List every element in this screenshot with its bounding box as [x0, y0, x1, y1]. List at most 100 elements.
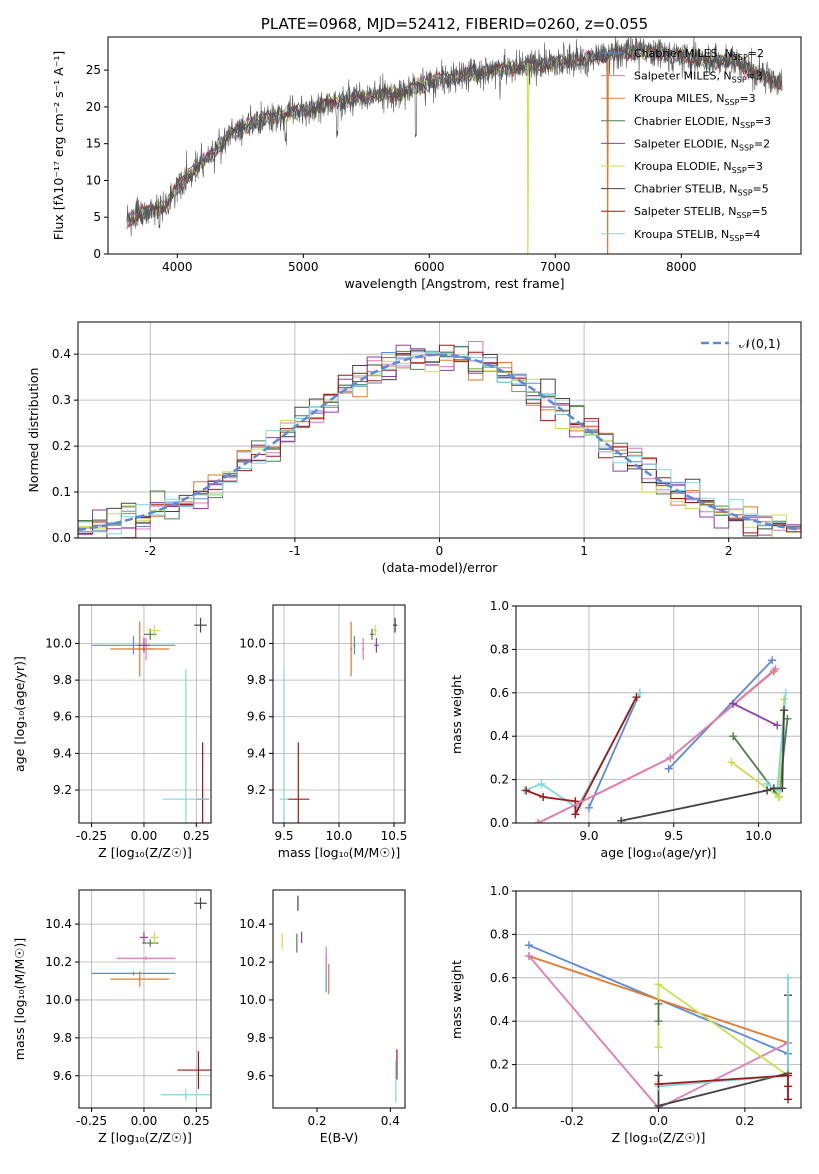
legend-entry: Kroupa ELODIE, NSSP=3	[634, 160, 763, 175]
legend: 𝒩(0,1)	[701, 336, 781, 351]
weight-point-marker	[769, 784, 778, 793]
y-tick-label: 0.4	[490, 729, 509, 743]
x-axis-label: Z [log₁₀(Z/Z☉)]	[98, 845, 192, 860]
y-tick-label: 0.4	[52, 347, 71, 361]
panel-age-weight: 9.0 9.5 10.0 0.0 0.2 0.4 0.6 0.8 1.0 age [log₁₀(a…	[449, 599, 802, 860]
x-tick-label: 9.5	[664, 829, 683, 843]
plot-frame	[272, 604, 406, 824]
legend-name: Kroupa STELIB	[634, 228, 714, 241]
y-axis-label: age [log₁₀(age/yr)]	[12, 656, 27, 772]
x-axis-label: wavelength [Angstrom, rest frame]	[344, 276, 564, 291]
legend-name: Salpeter MILES	[634, 70, 716, 83]
panel-mass-age: 9.5 10.0 10.5 9.2 9.4 9.6 9.8 10.0 mass [log₁₀(M…	[239, 604, 407, 860]
weight-point-marker	[654, 1101, 663, 1108]
x-tick-label: 9.5	[274, 829, 293, 843]
x-tick-label: 0.25	[183, 1114, 210, 1128]
x-tick-label: 6000	[414, 260, 445, 274]
normal-reference-curve	[78, 353, 801, 532]
y-tick-label: 9.8	[53, 1031, 72, 1045]
y-tick-label: 0.1	[52, 485, 71, 499]
x-tick-label: 0.0	[649, 1114, 668, 1128]
y-tick-label: 10.4	[45, 917, 72, 931]
y-tick-label: 10.0	[45, 993, 72, 1007]
panel-ebv-mass: 0.2 0.4 9.6 9.8 10.0 10.2 10.4 E(B-V)	[239, 889, 406, 1145]
y-tick-label: 20	[86, 100, 101, 114]
weight-series-line	[658, 977, 789, 1088]
weight-point-marker	[666, 753, 675, 762]
x-tick-label: -0.25	[76, 829, 107, 843]
weight-point-marker	[781, 688, 790, 697]
plot-frame	[515, 890, 802, 1109]
y-tick-label: 10.0	[239, 636, 266, 650]
panel-z-weight: -0.2 0.0 0.2 0.0 0.2 0.4 0.6 0.8 1.0 Z [log₁₀(Z/Z…	[449, 884, 802, 1145]
plot-area	[91, 617, 209, 823]
weight-point-marker	[654, 1017, 663, 1026]
y-tick-label: 10.4	[239, 917, 266, 931]
plot-frame	[78, 889, 212, 1109]
plot-area	[281, 895, 398, 1103]
x-tick-label: 0.2	[307, 1114, 326, 1128]
weight-point-marker	[524, 952, 533, 961]
plot-frame	[272, 889, 406, 1109]
plot-area	[279, 617, 398, 823]
legend-entry: Chabrier MILES, NSSP=2	[634, 47, 764, 62]
plot-frame	[77, 321, 802, 539]
y-tick-label: 5	[93, 210, 101, 224]
weight-point-marker	[773, 721, 782, 730]
weight-point-marker	[654, 999, 663, 1008]
legend-name: Salpeter ELODIE	[634, 137, 724, 150]
legend-n-label: , N	[724, 137, 739, 150]
weight-point-marker	[654, 1080, 663, 1089]
x-tick-label: 10.0	[326, 829, 353, 843]
x-tick-label: 0.00	[131, 1114, 158, 1128]
y-axis-label: mass weight	[449, 960, 464, 1039]
x-tick-label: 10.0	[745, 829, 772, 843]
plot-area	[524, 941, 793, 1108]
legend-n-label: , N	[709, 92, 724, 105]
panel-residuals: -2 -1 0 1 2 0.0 0.1 0.2 0.3 0.4 (data-model)/error…	[26, 321, 802, 575]
legend-n-sub: SSP	[738, 189, 753, 198]
weight-series-line	[732, 702, 778, 727]
y-tick-label: 0.6	[490, 971, 509, 985]
weight-point-marker	[534, 819, 543, 823]
weight-point-marker	[617, 816, 626, 823]
x-axis-label: age [log₁₀(age/yr)]	[601, 845, 717, 860]
y-tick-label: 0.0	[490, 816, 509, 830]
y-axis-label: mass weight	[449, 675, 464, 754]
y-tick-label: 0.2	[52, 439, 71, 453]
x-tick-label: -0.2	[560, 1114, 583, 1128]
y-tick-label: 1.0	[490, 599, 509, 613]
weight-point-marker	[727, 758, 736, 767]
legend-n-value: =3	[747, 70, 763, 83]
y-tick-label: 0.0	[52, 531, 71, 545]
y-tick-label: 9.4	[247, 746, 266, 760]
y-tick-label: 0.6	[490, 686, 509, 700]
x-tick-label: 5000	[288, 260, 319, 274]
weight-point-marker	[571, 810, 580, 819]
y-axis-label: mass [log₁₀(M/M☉)]	[12, 938, 27, 1060]
y-tick-label: 9.6	[247, 710, 266, 724]
weight-point-marker	[763, 786, 772, 795]
x-tick-label: 0.00	[131, 829, 158, 843]
legend-n-sub: SSP	[732, 166, 747, 175]
legend-entry: Chabrier STELIB, NSSP=5	[634, 183, 769, 198]
panel-z-mass: -0.25 0.00 0.25 9.6 9.8 10.0 10.2 10.4 Z [log₁₀(…	[12, 889, 212, 1145]
legend-n-value: =5	[751, 205, 767, 218]
weight-point-marker	[524, 941, 533, 950]
x-tick-label: 0.25	[183, 829, 210, 843]
weight-point-marker	[729, 732, 738, 741]
legend-n-value: =2	[754, 137, 770, 150]
legend-n-label: , N	[721, 205, 736, 218]
y-tick-label: 0	[93, 247, 101, 261]
y-tick-label: 10.0	[239, 993, 266, 1007]
legend-n-sub: SSP	[724, 98, 739, 107]
y-tick-label: 9.6	[53, 1069, 72, 1083]
legend-name: Chabrier MILES	[634, 47, 718, 60]
weight-point-marker	[768, 656, 777, 665]
weight-point-marker	[635, 688, 644, 697]
weight-point-marker	[654, 1071, 663, 1080]
weight-point-marker	[729, 699, 738, 708]
x-tick-label: 9.0	[579, 829, 598, 843]
y-tick-label: 10	[86, 173, 101, 187]
